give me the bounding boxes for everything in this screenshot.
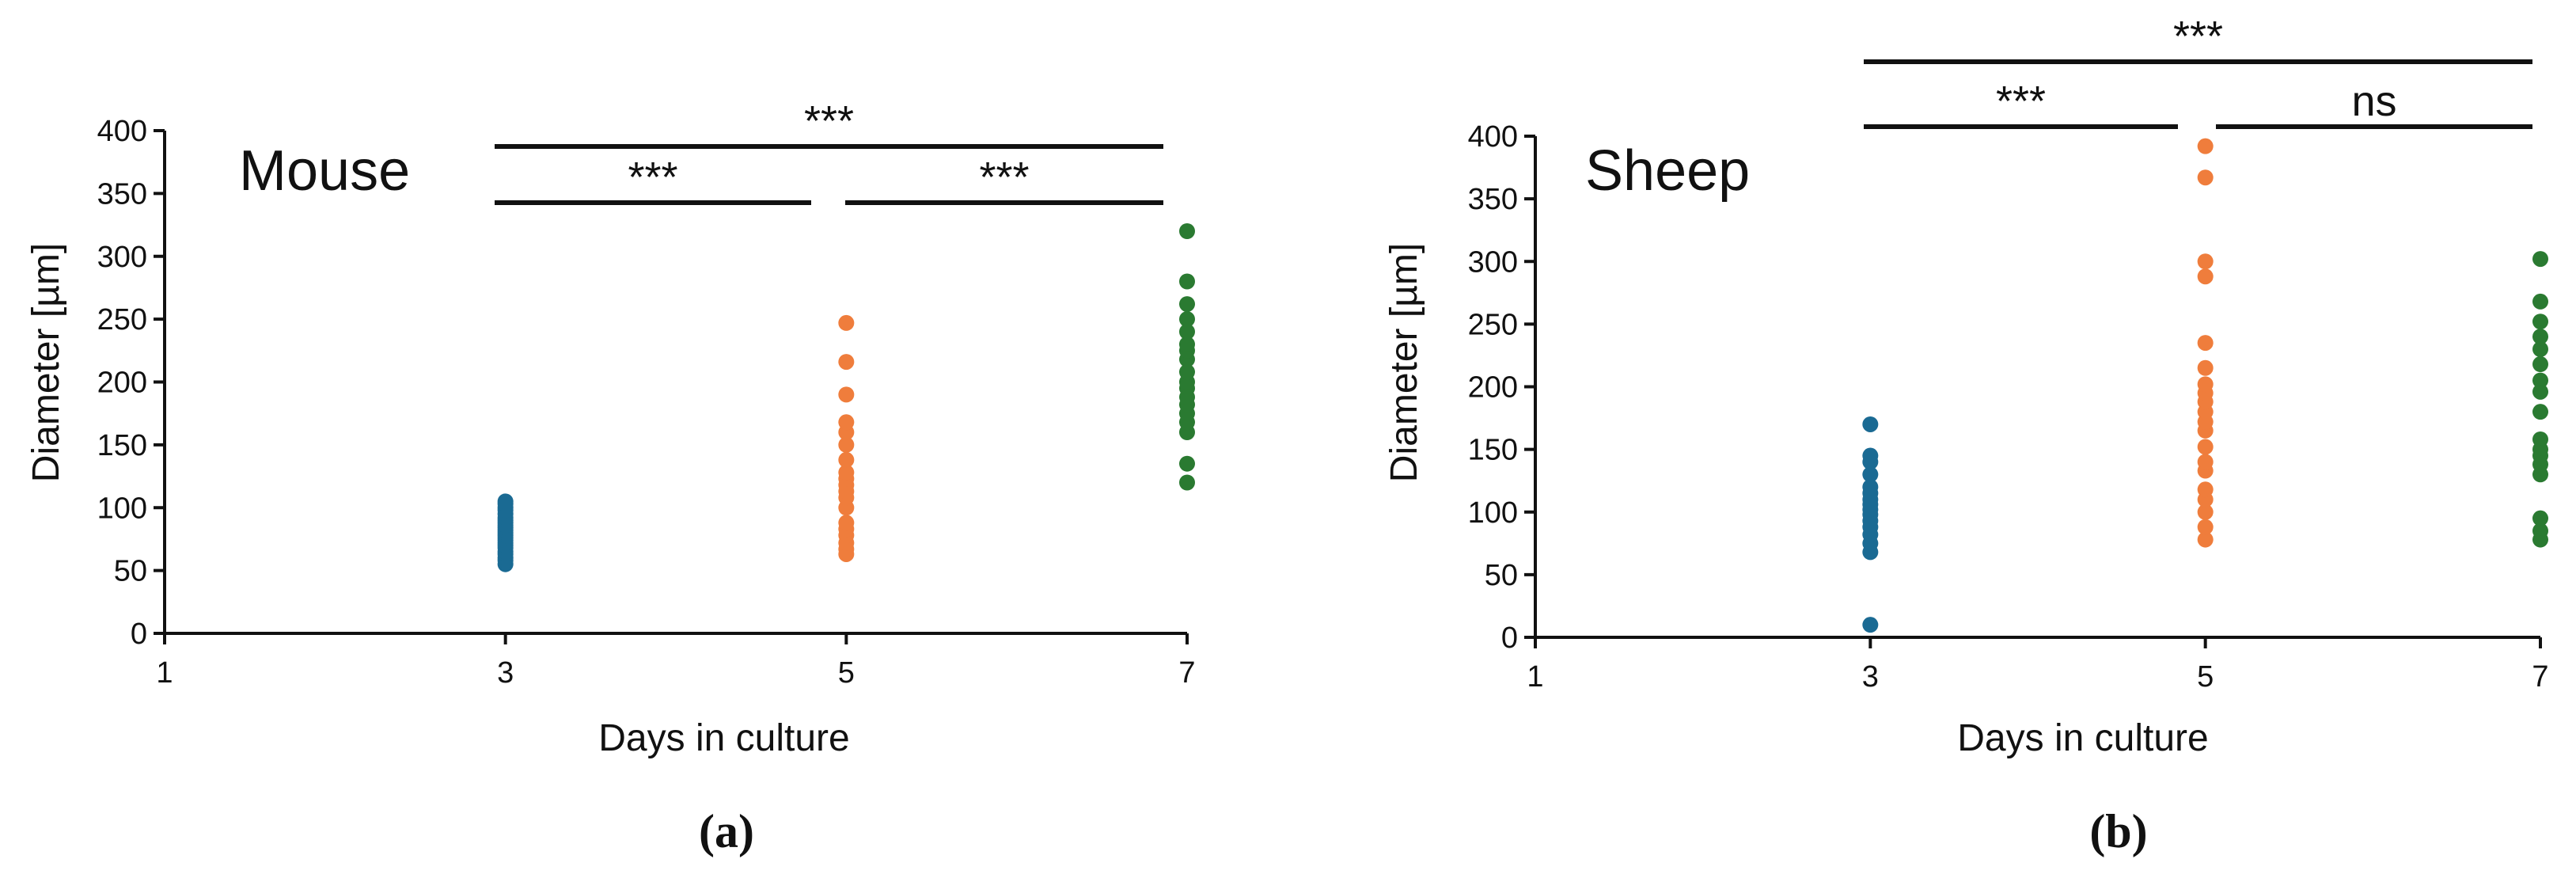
data-point-day7	[1179, 474, 1195, 491]
data-point-day3	[1862, 416, 1879, 432]
data-point-day7	[1179, 363, 1195, 380]
data-point-day5	[2197, 531, 2214, 548]
x-tick-label: 7	[1178, 656, 1195, 690]
significance-label: ***	[2173, 13, 2223, 60]
data-point-day3	[1862, 466, 1879, 483]
x-axis-label: Days in culture	[1957, 717, 2208, 759]
data-point-day7	[2532, 372, 2548, 389]
panel-caption: (b)	[2089, 805, 2147, 857]
data-point-day3	[1862, 447, 1879, 464]
data-point-day7	[2532, 523, 2548, 539]
panel-title: Mouse	[239, 139, 410, 203]
y-tick-label: 200	[1468, 371, 1518, 405]
data-point-day5	[2197, 481, 2214, 498]
x-axis-label: Days in culture	[598, 717, 849, 759]
panel-mouse: Mouse Days in culture Diameter [µm] (a) …	[25, 97, 1196, 857]
significance-label: ns	[2351, 78, 2396, 125]
data-point-day3	[1862, 479, 1879, 496]
y-tick-label: 100	[1468, 496, 1518, 530]
x-tick-label: 3	[1862, 660, 1879, 694]
data-point-day5	[838, 386, 855, 403]
data-point-day7	[2532, 251, 2548, 268]
data-point-day5	[838, 464, 855, 481]
panel-title: Sheep	[1585, 139, 1750, 203]
data-point-day3	[1862, 617, 1879, 633]
data-point-day5	[2197, 253, 2214, 270]
y-tick-label: 400	[1468, 120, 1518, 154]
data-point-day5	[838, 451, 855, 468]
significance-label: ***	[804, 97, 854, 145]
data-point-day5	[838, 314, 855, 331]
y-tick-label: 200	[97, 367, 147, 400]
x-tick-label: 3	[497, 656, 514, 690]
y-tick-label: 350	[97, 177, 147, 211]
data-point-day7	[2532, 383, 2548, 400]
data-point-day7	[1179, 336, 1195, 352]
x-tick-label: 7	[2532, 660, 2548, 694]
y-tick-label: 350	[1468, 183, 1518, 216]
data-point-day5	[2197, 519, 2214, 535]
data-point-day5	[838, 436, 855, 453]
panel-sheep: Sheep Days in culture Diameter [µm] (b) …	[1383, 13, 2549, 857]
significance-label: ***	[628, 154, 677, 201]
data-point-day7	[1179, 311, 1195, 328]
data-point-day5	[2197, 376, 2214, 393]
data-point-day7	[1179, 324, 1195, 340]
data-point-day7	[2532, 293, 2548, 310]
data-point-day5	[2197, 268, 2214, 285]
y-tick-label: 400	[97, 115, 147, 148]
data-point-day5	[2197, 504, 2214, 520]
y-tick-label: 50	[1485, 559, 1518, 592]
y-tick-label: 150	[97, 429, 147, 462]
data-point-day5	[838, 414, 855, 431]
panel-caption: (a)	[699, 805, 754, 857]
data-point-day3	[497, 493, 514, 510]
data-point-day5	[2197, 359, 2214, 376]
y-tick-label: 250	[97, 303, 147, 336]
data-point-day5	[2197, 169, 2214, 186]
y-tick-label: 250	[1468, 308, 1518, 341]
y-tick-label: 0	[1501, 621, 1518, 655]
x-tick-label: 1	[1527, 660, 1543, 694]
x-tick-label: 5	[838, 656, 855, 690]
x-tick-label: 5	[2197, 660, 2214, 694]
data-point-day5	[838, 354, 855, 371]
data-point-day7	[1179, 455, 1195, 472]
data-point-day7	[2532, 431, 2548, 447]
data-point-day5	[2197, 454, 2214, 470]
data-point-day5	[2197, 439, 2214, 455]
y-tick-label: 100	[97, 492, 147, 525]
y-tick-label: 50	[114, 555, 147, 588]
y-axis-label: Diameter [µm]	[25, 243, 67, 482]
data-point-day7	[1179, 296, 1195, 313]
data-point-day5	[2197, 335, 2214, 352]
data-point-day7	[1179, 273, 1195, 290]
data-point-day5	[838, 515, 855, 531]
data-point-day5	[2197, 138, 2214, 154]
y-axis-label: Diameter [µm]	[1383, 243, 1425, 482]
data-point-day7	[2532, 510, 2548, 526]
y-tick-label: 0	[131, 618, 147, 651]
y-tick-label: 150	[1468, 434, 1518, 467]
y-tick-label: 300	[97, 241, 147, 274]
data-point-day7	[2532, 404, 2548, 420]
data-point-day7	[2532, 314, 2548, 330]
data-point-day7	[1179, 223, 1195, 239]
x-tick-label: 1	[156, 656, 173, 690]
y-tick-label: 300	[1468, 245, 1518, 279]
data-point-day7	[2532, 341, 2548, 358]
significance-label: ***	[1996, 78, 2046, 125]
data-point-day7	[2532, 329, 2548, 345]
data-point-day7	[2532, 356, 2548, 373]
significance-label: ***	[979, 154, 1029, 201]
